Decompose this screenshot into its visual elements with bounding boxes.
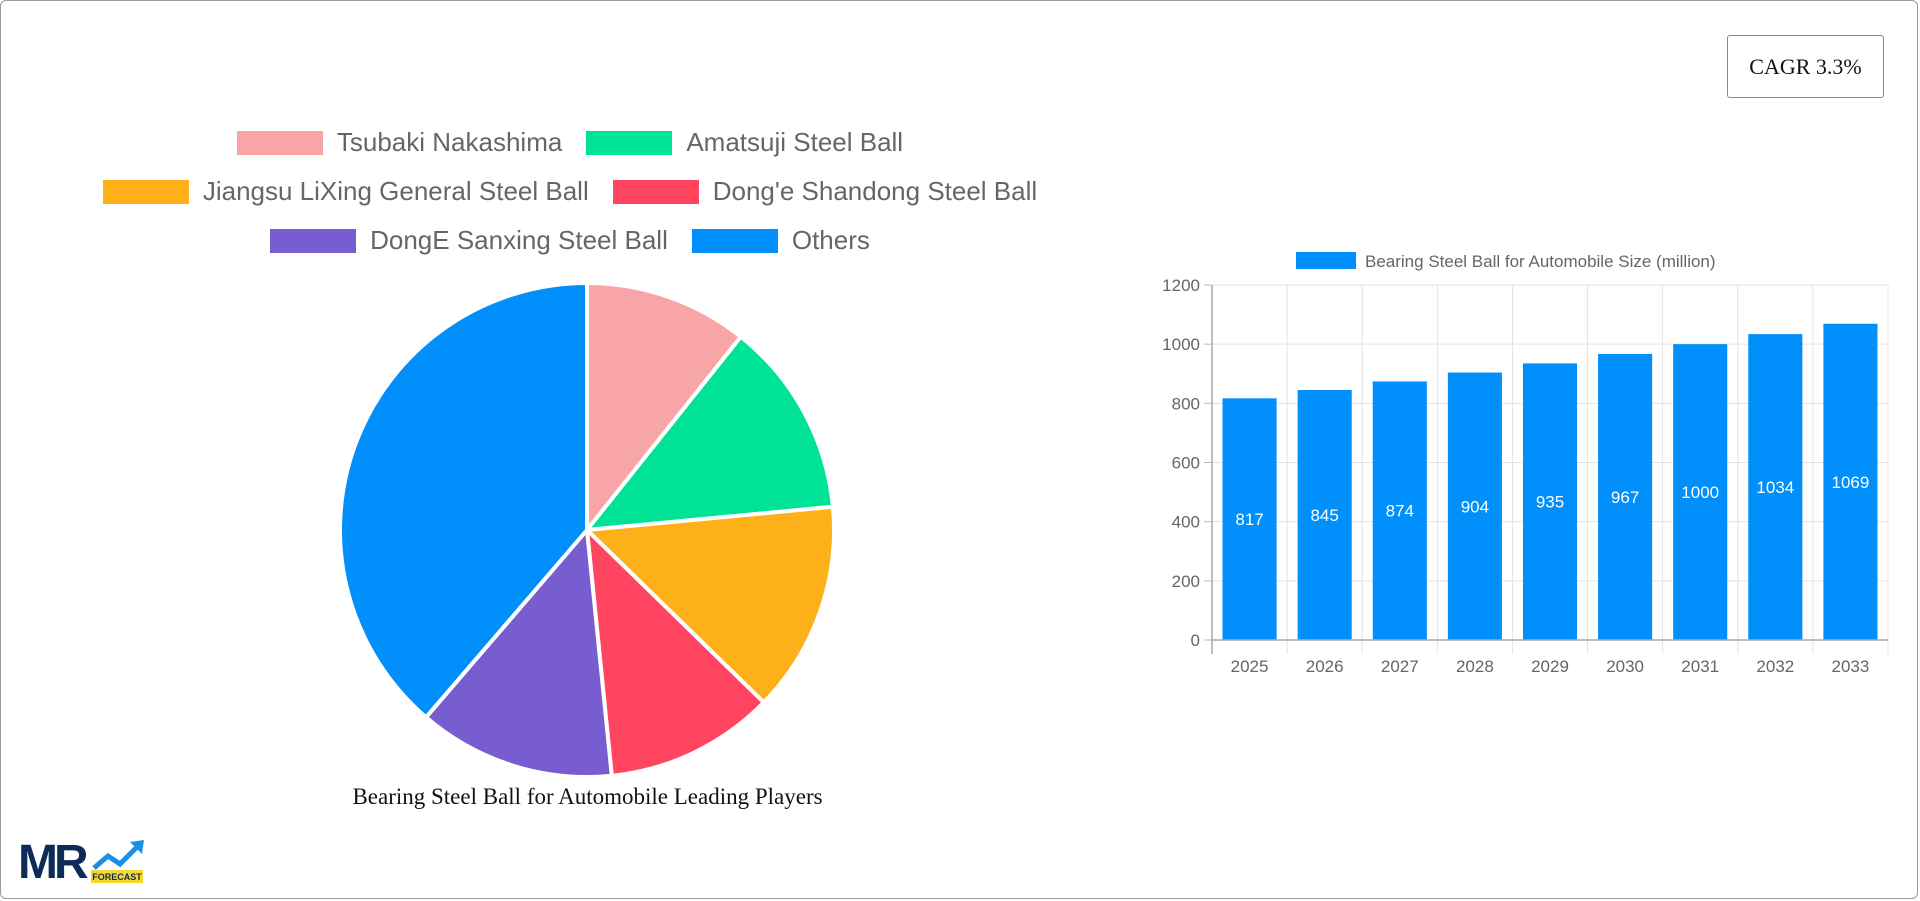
x-tick-label: 2029 xyxy=(1531,657,1569,676)
bar[interactable] xyxy=(1598,353,1653,640)
bars: 817 845 874 904 935 967 1000 1034 1069 xyxy=(1222,323,1878,640)
pie-slice[interactable] xyxy=(423,525,614,779)
legend-item-tsubaki[interactable]: Tsubaki Nakashima xyxy=(236,127,563,158)
logo-text: MR xyxy=(18,836,88,884)
y-tick-label: 600 xyxy=(1172,454,1200,473)
legend-item-donge-sanxing[interactable]: DongE Sanxing Steel Ball xyxy=(270,225,668,256)
pie-legend: Tsubaki Nakashima Amatsuji Steel Ball Ji… xyxy=(60,118,1080,265)
pie-chart-title: Bearing Steel Ball for Automobile Leadin… xyxy=(352,784,823,809)
bar-value-label: 1034 xyxy=(1756,478,1794,497)
y-tick-label: 400 xyxy=(1172,513,1200,532)
legend-swatch xyxy=(270,228,357,253)
legend-swatch xyxy=(586,130,673,155)
bar-value-label: 1000 xyxy=(1681,483,1719,502)
legend-item-jiangsu[interactable]: Jiangsu LiXing General Steel Ball xyxy=(102,176,589,207)
bar[interactable] xyxy=(1522,363,1578,640)
x-tick-label: 2026 xyxy=(1306,657,1344,676)
bar[interactable] xyxy=(1673,344,1728,640)
logo-badge-text: FORECAST xyxy=(92,872,142,882)
x-tick-label: 2033 xyxy=(1832,657,1870,676)
bar-value-label: 845 xyxy=(1310,506,1338,525)
bar[interactable] xyxy=(1748,334,1803,640)
legend-swatch xyxy=(102,179,189,204)
legend-label: Jiangsu LiXing General Steel Ball xyxy=(202,176,589,206)
y-tick-label: 200 xyxy=(1172,572,1200,591)
legend-swatch xyxy=(1296,252,1356,269)
bar[interactable] xyxy=(1222,398,1277,640)
legend-label: Dong'e Shandong Steel Ball xyxy=(712,176,1038,206)
bar-value-label: 935 xyxy=(1536,493,1564,512)
x-tick-label: 2027 xyxy=(1381,657,1419,676)
trend-arrow-icon xyxy=(92,844,140,870)
y-tick-label: 0 xyxy=(1191,631,1200,650)
bar-legend[interactable]: Bearing Steel Ball for Automobile Size (… xyxy=(1296,252,1716,271)
x-tick-label: 2032 xyxy=(1756,657,1794,676)
pie-slice[interactable] xyxy=(585,280,744,536)
legend-label: Amatsuji Steel Ball xyxy=(686,127,904,157)
legend-item-donge-shandong[interactable]: Dong'e Shandong Steel Ball xyxy=(612,176,1038,207)
bar-value-label: 967 xyxy=(1611,488,1639,507)
x-tick-label: 2031 xyxy=(1681,657,1719,676)
bar[interactable] xyxy=(1372,381,1427,640)
legend-item-amatsuji[interactable]: Amatsuji Steel Ball xyxy=(586,127,903,158)
x-tick-label: 2028 xyxy=(1456,657,1494,676)
cagr-label: CAGR 3.3% xyxy=(1749,53,1862,79)
bar-legend-label: Bearing Steel Ball for Automobile Size (… xyxy=(1365,252,1716,271)
mr-forecast-logo: MR FORECAST xyxy=(18,836,144,884)
pie-slice[interactable] xyxy=(338,280,589,721)
y-tick-label: 800 xyxy=(1172,394,1200,413)
y-tick-label: 1200 xyxy=(1162,276,1200,295)
axes: 0 200 400 600 800 1000 1200 2025 2026 2027 2028 202… xyxy=(1162,276,1888,676)
cagr-badge: CAGR 3.3% xyxy=(1727,35,1884,98)
bar-chart: Bearing Steel Ball for Automobile Size (… xyxy=(1162,252,1889,676)
bar-value-label: 1069 xyxy=(1832,473,1870,492)
legend-swatch xyxy=(612,179,699,204)
bar-value-label: 817 xyxy=(1235,510,1263,529)
legend-label: Tsubaki Nakashima xyxy=(336,127,563,157)
bar[interactable] xyxy=(1823,323,1878,640)
legend-item-others[interactable]: Others xyxy=(691,225,870,256)
y-tick-label: 1000 xyxy=(1162,335,1200,354)
logo-badge-bg xyxy=(91,870,143,883)
legend-label: Others xyxy=(791,225,870,255)
pie-chart xyxy=(338,280,836,779)
pie-slice[interactable] xyxy=(584,524,767,778)
legend-label: DongE Sanxing Steel Ball xyxy=(370,225,668,255)
legend-swatch xyxy=(691,228,778,253)
pie-slice[interactable] xyxy=(582,504,836,706)
pie-slice[interactable] xyxy=(582,333,836,533)
x-tick-label: 2030 xyxy=(1606,657,1644,676)
bar-value-label: 904 xyxy=(1461,497,1489,516)
arrow-head-icon xyxy=(130,840,144,854)
bar[interactable] xyxy=(1447,372,1502,640)
bar-value-label: 874 xyxy=(1386,502,1414,521)
legend-swatch xyxy=(236,130,323,155)
x-tick-label: 2025 xyxy=(1231,657,1269,676)
bar[interactable] xyxy=(1297,390,1352,640)
